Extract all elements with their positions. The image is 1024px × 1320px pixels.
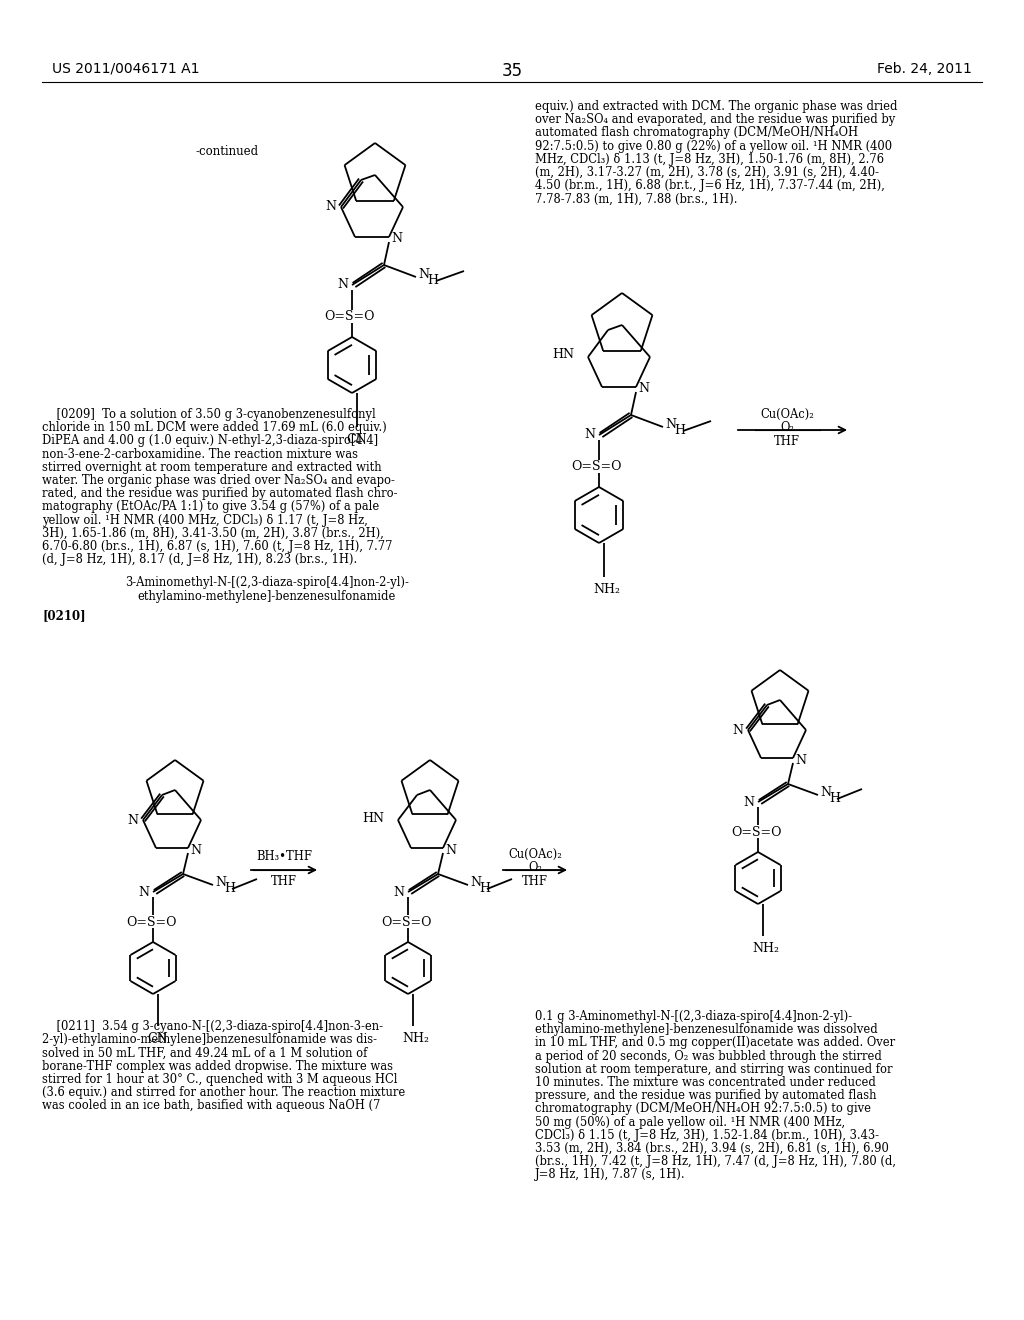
Text: over Na₂SO₄ and evaporated, and the residue was purified by: over Na₂SO₄ and evaporated, and the resi… bbox=[535, 114, 895, 127]
Text: (br.s., 1H), 7.42 (t, J=8 Hz, 1H), 7.47 (d, J=8 Hz, 1H), 7.80 (d,: (br.s., 1H), 7.42 (t, J=8 Hz, 1H), 7.47 … bbox=[535, 1155, 896, 1168]
Text: 3.53 (m, 2H), 3.84 (br.s., 2H), 3.94 (s, 2H), 6.81 (s, 1H), 6.90: 3.53 (m, 2H), 3.84 (br.s., 2H), 3.94 (s,… bbox=[535, 1142, 889, 1155]
Text: 7.78-7.83 (m, 1H), 7.88 (br.s., 1H).: 7.78-7.83 (m, 1H), 7.88 (br.s., 1H). bbox=[535, 193, 737, 206]
Text: (d, J=8 Hz, 1H), 8.17 (d, J=8 Hz, 1H), 8.23 (br.s., 1H).: (d, J=8 Hz, 1H), 8.17 (d, J=8 Hz, 1H), 8… bbox=[42, 553, 357, 566]
Text: yellow oil. ¹H NMR (400 MHz, CDCl₃) δ 1.17 (t, J=8 Hz,: yellow oil. ¹H NMR (400 MHz, CDCl₃) δ 1.… bbox=[42, 513, 368, 527]
Text: O=S=O: O=S=O bbox=[571, 461, 622, 474]
Text: N: N bbox=[470, 876, 481, 890]
Text: 0.1 g 3-Aminomethyl-N-[(2,3-diaza-spiro[4.4]non-2-yl)-: 0.1 g 3-Aminomethyl-N-[(2,3-diaza-spiro[… bbox=[535, 1010, 852, 1023]
Text: NH₂: NH₂ bbox=[753, 942, 779, 954]
Text: -continued: -continued bbox=[195, 145, 258, 158]
Text: ethylamino-methylene]-benzenesulfonamide was dissolved: ethylamino-methylene]-benzenesulfonamide… bbox=[535, 1023, 878, 1036]
Text: Cu(OAc)₂: Cu(OAc)₂ bbox=[760, 408, 814, 421]
Text: stirred overnight at room temperature and extracted with: stirred overnight at room temperature an… bbox=[42, 461, 382, 474]
Text: O=S=O: O=S=O bbox=[381, 916, 431, 928]
Text: N: N bbox=[796, 754, 807, 767]
Text: chromatography (DCM/MeOH/NH₄OH 92:7.5:0.5) to give: chromatography (DCM/MeOH/NH₄OH 92:7.5:0.… bbox=[535, 1102, 871, 1115]
Text: N: N bbox=[215, 876, 226, 890]
Text: stirred for 1 hour at 30° C., quenched with 3 M aqueous HCl: stirred for 1 hour at 30° C., quenched w… bbox=[42, 1073, 397, 1086]
Text: rated, and the residue was purified by automated flash chro-: rated, and the residue was purified by a… bbox=[42, 487, 397, 500]
Text: THF: THF bbox=[774, 436, 800, 447]
Text: ethylamino-methylene]-benzenesulfonamide: ethylamino-methylene]-benzenesulfonamide bbox=[138, 590, 396, 603]
Text: pressure, and the residue was purified by automated flash: pressure, and the residue was purified b… bbox=[535, 1089, 877, 1102]
Text: N: N bbox=[820, 787, 831, 800]
Text: O=S=O: O=S=O bbox=[324, 310, 375, 323]
Text: J=8 Hz, 1H), 7.87 (s, 1H).: J=8 Hz, 1H), 7.87 (s, 1H). bbox=[535, 1168, 686, 1181]
Text: N: N bbox=[391, 232, 402, 246]
Text: H: H bbox=[427, 273, 438, 286]
Text: O=S=O: O=S=O bbox=[731, 825, 781, 838]
Text: borane-THF complex was added dropwise. The mixture was: borane-THF complex was added dropwise. T… bbox=[42, 1060, 393, 1073]
Text: H: H bbox=[224, 882, 234, 895]
Text: N: N bbox=[190, 843, 202, 857]
Text: Feb. 24, 2011: Feb. 24, 2011 bbox=[878, 62, 972, 77]
Text: N: N bbox=[418, 268, 429, 281]
Text: was cooled in an ice bath, basified with aqueous NaOH (7: was cooled in an ice bath, basified with… bbox=[42, 1100, 380, 1113]
Text: HN: HN bbox=[362, 812, 384, 825]
Text: N: N bbox=[138, 886, 150, 899]
Text: 3-Aminomethyl-N-[(2,3-diaza-spiro[4.4]non-2-yl)-: 3-Aminomethyl-N-[(2,3-diaza-spiro[4.4]no… bbox=[125, 577, 409, 590]
Text: Cu(OAc)₂: Cu(OAc)₂ bbox=[508, 847, 562, 861]
Text: N: N bbox=[639, 383, 649, 396]
Text: DiPEA and 4.00 g (1.0 equiv.) N-ethyl-2,3-diaza-spiro[4.4]: DiPEA and 4.00 g (1.0 equiv.) N-ethyl-2,… bbox=[42, 434, 378, 447]
Text: N: N bbox=[128, 813, 138, 826]
Text: BH₃•THF: BH₃•THF bbox=[256, 850, 312, 863]
Text: chloride in 150 mL DCM were added 17.69 mL (6.0 equiv.): chloride in 150 mL DCM were added 17.69 … bbox=[42, 421, 387, 434]
Text: [0211]  3.54 g 3-cyano-N-[(2,3-diaza-spiro[4.4]non-3-en-: [0211] 3.54 g 3-cyano-N-[(2,3-diaza-spir… bbox=[42, 1020, 383, 1034]
Text: MHz, CDCl₃) δ 1.13 (t, J=8 Hz, 3H), 1.50-1.76 (m, 8H), 2.76: MHz, CDCl₃) δ 1.13 (t, J=8 Hz, 3H), 1.50… bbox=[535, 153, 884, 166]
Text: N: N bbox=[665, 418, 676, 432]
Text: THF: THF bbox=[271, 875, 297, 888]
Text: [0209]  To a solution of 3.50 g 3-cyanobenzenesulfonyl: [0209] To a solution of 3.50 g 3-cyanobe… bbox=[42, 408, 376, 421]
Text: H: H bbox=[829, 792, 840, 804]
Text: N: N bbox=[445, 843, 457, 857]
Text: 50 mg (50%) of a pale yellow oil. ¹H NMR (400 MHz,: 50 mg (50%) of a pale yellow oil. ¹H NMR… bbox=[535, 1115, 845, 1129]
Text: NH₂: NH₂ bbox=[594, 583, 621, 597]
Text: 10 minutes. The mixture was concentrated under reduced: 10 minutes. The mixture was concentrated… bbox=[535, 1076, 876, 1089]
Text: N: N bbox=[326, 201, 337, 214]
Text: US 2011/0046171 A1: US 2011/0046171 A1 bbox=[52, 62, 200, 77]
Text: 3H), 1.65-1.86 (m, 8H), 3.41-3.50 (m, 2H), 3.87 (br.s., 2H),: 3H), 1.65-1.86 (m, 8H), 3.41-3.50 (m, 2H… bbox=[42, 527, 384, 540]
Text: H: H bbox=[674, 424, 685, 437]
Text: CN: CN bbox=[347, 433, 368, 446]
Text: THF: THF bbox=[522, 875, 548, 888]
Text: equiv.) and extracted with DCM. The organic phase was dried: equiv.) and extracted with DCM. The orga… bbox=[535, 100, 897, 114]
Text: automated flash chromatography (DCM/MeOH/NH₄OH: automated flash chromatography (DCM/MeOH… bbox=[535, 127, 858, 140]
Text: 6.70-6.80 (br.s., 1H), 6.87 (s, 1H), 7.60 (t, J=8 Hz, 1H), 7.77: 6.70-6.80 (br.s., 1H), 6.87 (s, 1H), 7.6… bbox=[42, 540, 392, 553]
Text: solution at room temperature, and stirring was continued for: solution at room temperature, and stirri… bbox=[535, 1063, 893, 1076]
Text: NH₂: NH₂ bbox=[402, 1032, 429, 1045]
Text: H: H bbox=[479, 882, 490, 895]
Text: N: N bbox=[393, 886, 404, 899]
Text: N: N bbox=[732, 723, 743, 737]
Text: 92:7.5:0.5) to give 0.80 g (22%) of a yellow oil. ¹H NMR (400: 92:7.5:0.5) to give 0.80 g (22%) of a ye… bbox=[535, 140, 892, 153]
Text: O=S=O: O=S=O bbox=[126, 916, 176, 928]
Text: CN: CN bbox=[147, 1032, 168, 1045]
Text: water. The organic phase was dried over Na₂SO₄ and evapo-: water. The organic phase was dried over … bbox=[42, 474, 395, 487]
Text: O₂: O₂ bbox=[528, 861, 542, 874]
Text: (m, 2H), 3.17-3.27 (m, 2H), 3.78 (s, 2H), 3.91 (s, 2H), 4.40-: (m, 2H), 3.17-3.27 (m, 2H), 3.78 (s, 2H)… bbox=[535, 166, 879, 180]
Text: (3.6 equiv.) and stirred for another hour. The reaction mixture: (3.6 equiv.) and stirred for another hou… bbox=[42, 1086, 406, 1100]
Text: N: N bbox=[338, 279, 348, 292]
Text: N: N bbox=[585, 429, 596, 441]
Text: 35: 35 bbox=[502, 62, 522, 81]
Text: solved in 50 mL THF, and 49.24 mL of a 1 M solution of: solved in 50 mL THF, and 49.24 mL of a 1… bbox=[42, 1047, 368, 1060]
Text: a period of 20 seconds, O₂ was bubbled through the stirred: a period of 20 seconds, O₂ was bubbled t… bbox=[535, 1049, 882, 1063]
Text: N: N bbox=[743, 796, 755, 808]
Text: CDCl₃) δ 1.15 (t, J=8 Hz, 3H), 1.52-1.84 (br.m., 10H), 3.43-: CDCl₃) δ 1.15 (t, J=8 Hz, 3H), 1.52-1.84… bbox=[535, 1129, 879, 1142]
Text: non-3-ene-2-carboxamidine. The reaction mixture was: non-3-ene-2-carboxamidine. The reaction … bbox=[42, 447, 358, 461]
Text: HN: HN bbox=[552, 348, 574, 362]
Text: O₂: O₂ bbox=[780, 421, 794, 434]
Text: in 10 mL THF, and 0.5 mg copper(II)acetate was added. Over: in 10 mL THF, and 0.5 mg copper(II)aceta… bbox=[535, 1036, 895, 1049]
Text: 4.50 (br.m., 1H), 6.88 (br.t., J=6 Hz, 1H), 7.37-7.44 (m, 2H),: 4.50 (br.m., 1H), 6.88 (br.t., J=6 Hz, 1… bbox=[535, 180, 885, 193]
Text: matography (EtOAc/PA 1:1) to give 3.54 g (57%) of a pale: matography (EtOAc/PA 1:1) to give 3.54 g… bbox=[42, 500, 379, 513]
Text: 2-yl)-ethylamino-methylene]benzenesulfonamide was dis-: 2-yl)-ethylamino-methylene]benzenesulfon… bbox=[42, 1034, 377, 1047]
Text: [0210]: [0210] bbox=[42, 610, 86, 623]
